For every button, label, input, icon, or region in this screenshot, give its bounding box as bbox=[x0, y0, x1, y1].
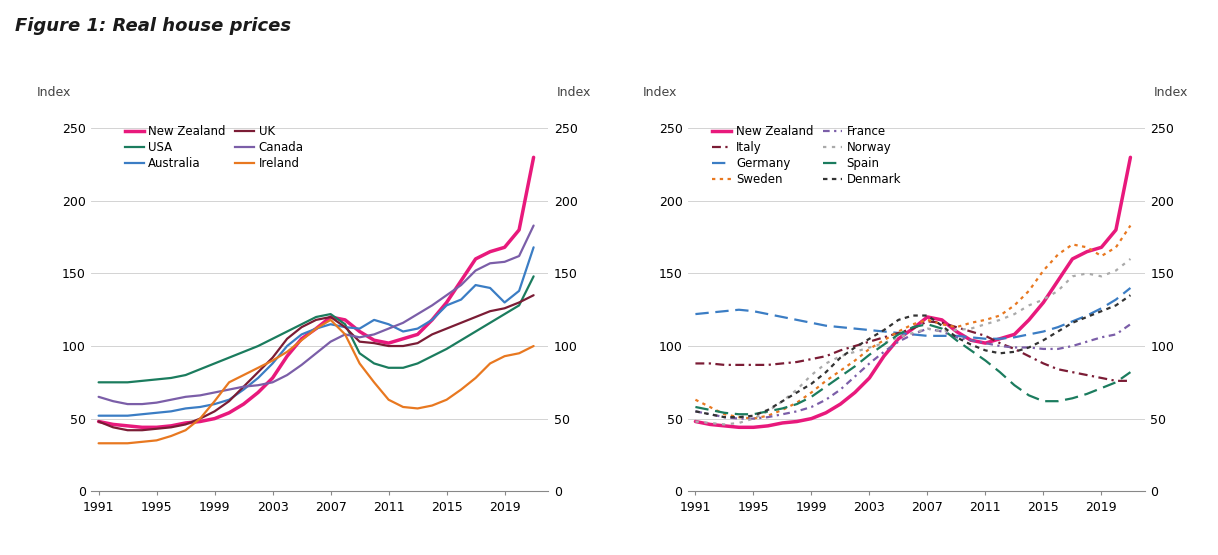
Legend: New Zealand, USA, Australia, UK, Canada, Ireland: New Zealand, USA, Australia, UK, Canada,… bbox=[124, 125, 303, 170]
Text: Index: Index bbox=[558, 85, 592, 99]
Text: Index: Index bbox=[643, 85, 677, 99]
Legend: New Zealand, Italy, Germany, Sweden, France, Norway, Spain, Denmark: New Zealand, Italy, Germany, Sweden, Fra… bbox=[713, 125, 901, 186]
Text: Index: Index bbox=[37, 85, 71, 99]
Text: Index: Index bbox=[1153, 85, 1189, 99]
Text: Figure 1: Real house prices: Figure 1: Real house prices bbox=[15, 17, 291, 34]
